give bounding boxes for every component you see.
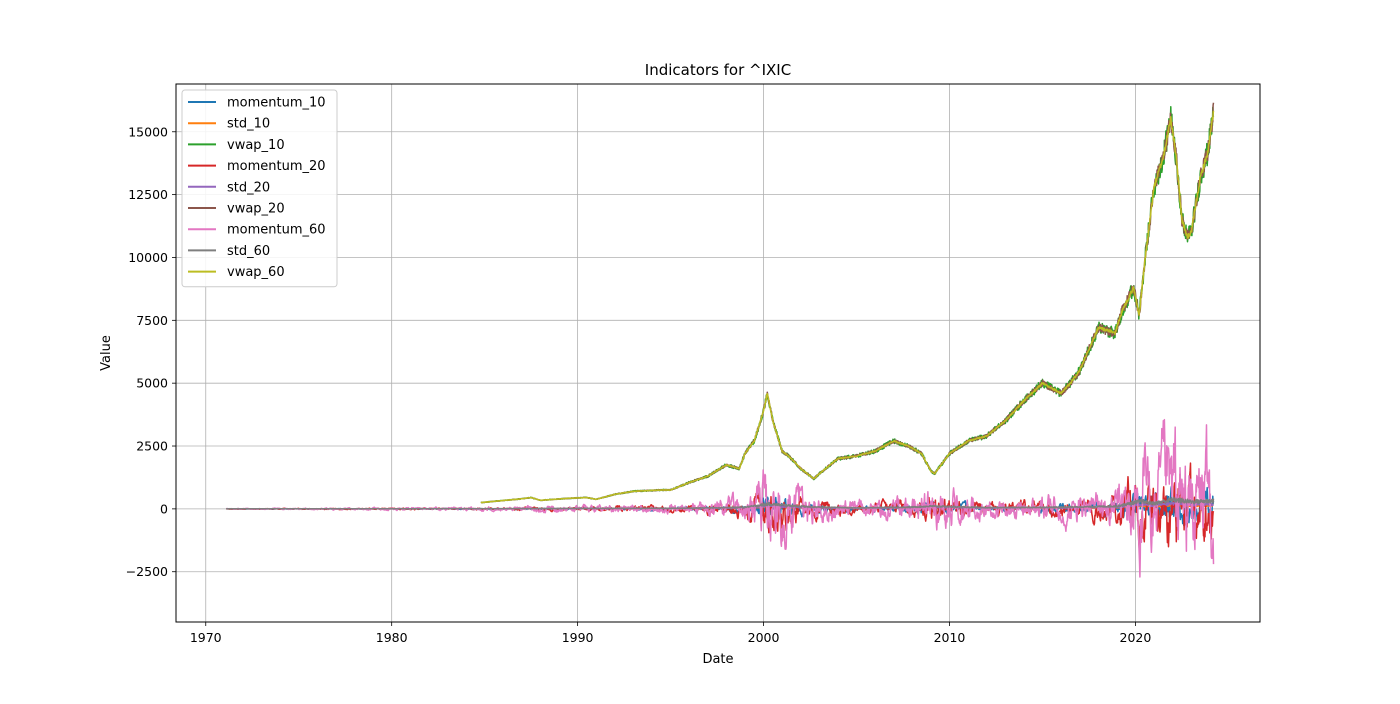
series-lines [225, 102, 1215, 578]
y-tick-label: 12500 [128, 187, 168, 202]
legend-label: vwap_10 [227, 138, 285, 153]
gridlines [176, 84, 1260, 622]
x-tick-label: 2010 [934, 630, 966, 645]
plot-frame [175, 83, 1261, 623]
x-tick-label: 2000 [748, 630, 780, 645]
legend-label: vwap_60 [227, 265, 285, 280]
x-tick-label: 1980 [376, 630, 408, 645]
y-tick-label: 15000 [128, 124, 168, 139]
axis-ticks: 1970 1980 1990 2000 2010 2020 −2500 0 2500 5000 75… [126, 124, 1152, 645]
y-tick-label: −2500 [126, 564, 168, 579]
legend-label: momentum_20 [227, 159, 326, 174]
legend-box [181, 89, 338, 288]
series-line-vwap_60 [480, 110, 1215, 504]
x-tick-label: 1970 [190, 630, 222, 645]
x-tick-label: 2020 [1120, 630, 1152, 645]
series-line-std_60 [225, 496, 1215, 510]
y-tick-label: 2500 [136, 439, 168, 454]
legend-label: std_20 [227, 180, 270, 195]
x-axis-title: Date [702, 652, 733, 667]
x-tick-label: 1990 [562, 630, 594, 645]
legend: momentum_10 std_10 vwap_10 momentum_20 std_2… [181, 89, 338, 288]
series-line-momentum_60 [225, 418, 1215, 578]
legend-label: momentum_60 [227, 223, 326, 238]
y-tick-label: 10000 [128, 250, 168, 265]
legend-label: momentum_10 [227, 96, 326, 111]
legend-label: std_60 [227, 244, 270, 259]
y-tick-label: 0 [160, 501, 168, 516]
y-tick-label: 7500 [136, 313, 168, 328]
legend-label: vwap_20 [227, 202, 285, 217]
y-tick-label: 5000 [136, 376, 168, 391]
chart-title: Indicators for ^IXIC [645, 61, 791, 79]
y-axis-title: Value [99, 335, 114, 371]
legend-label: std_10 [227, 117, 270, 132]
series-line-vwap_20 [480, 102, 1215, 504]
series-line-vwap_10 [480, 106, 1215, 504]
